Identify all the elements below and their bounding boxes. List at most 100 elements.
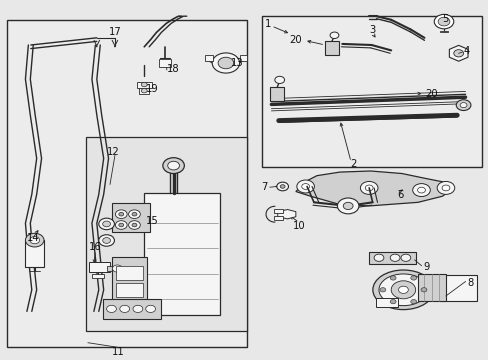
Bar — [273, 216, 282, 220]
Circle shape — [112, 265, 122, 272]
Circle shape — [119, 212, 123, 216]
Circle shape — [167, 161, 179, 170]
Circle shape — [437, 17, 449, 26]
Bar — [106, 266, 119, 271]
Circle shape — [410, 300, 416, 304]
Bar — [85, 137, 246, 331]
Text: 5: 5 — [441, 14, 447, 24]
Bar — [239, 55, 246, 61]
Bar — [25, 240, 44, 267]
Circle shape — [132, 212, 137, 216]
Circle shape — [132, 223, 137, 227]
Circle shape — [389, 300, 395, 304]
Bar — [439, 31, 447, 32]
Circle shape — [453, 50, 463, 57]
Polygon shape — [295, 171, 453, 206]
Circle shape — [274, 76, 284, 84]
Text: 12: 12 — [107, 147, 120, 157]
Bar — [139, 88, 149, 94]
Text: 18: 18 — [167, 64, 180, 74]
Bar — [273, 209, 282, 213]
Polygon shape — [277, 210, 295, 219]
Circle shape — [120, 305, 129, 312]
Bar — [89, 262, 109, 272]
Circle shape — [433, 14, 453, 29]
Circle shape — [441, 185, 449, 191]
Bar — [102, 299, 161, 319]
Bar — [368, 252, 415, 264]
Bar — [92, 274, 103, 278]
Circle shape — [276, 182, 288, 191]
Circle shape — [400, 254, 410, 261]
Text: 1: 1 — [264, 19, 271, 30]
Circle shape — [99, 235, 114, 246]
Bar — [159, 59, 171, 67]
Bar — [417, 274, 446, 301]
Circle shape — [141, 82, 147, 87]
Text: 3: 3 — [369, 24, 375, 35]
Ellipse shape — [378, 274, 427, 306]
Circle shape — [115, 221, 127, 229]
Circle shape — [280, 185, 285, 188]
Circle shape — [360, 181, 377, 194]
Text: 19: 19 — [145, 84, 158, 94]
Text: 15: 15 — [145, 216, 158, 226]
Circle shape — [218, 57, 233, 69]
Circle shape — [119, 223, 123, 227]
Text: 7: 7 — [261, 182, 267, 192]
Bar — [112, 203, 149, 232]
Circle shape — [301, 184, 309, 189]
Bar — [205, 55, 212, 61]
Circle shape — [163, 158, 184, 174]
Circle shape — [212, 53, 239, 73]
Text: 14: 14 — [27, 233, 40, 243]
Circle shape — [337, 198, 358, 214]
Circle shape — [106, 305, 116, 312]
Circle shape — [365, 185, 372, 191]
Text: 11: 11 — [112, 347, 124, 357]
Circle shape — [420, 288, 426, 292]
Text: 16: 16 — [89, 242, 102, 252]
Bar — [439, 275, 476, 301]
Text: 13: 13 — [230, 58, 243, 68]
Circle shape — [141, 89, 147, 93]
Text: 2: 2 — [349, 159, 356, 169]
Circle shape — [128, 221, 140, 229]
Circle shape — [410, 276, 416, 280]
Circle shape — [99, 218, 114, 230]
Circle shape — [133, 305, 142, 312]
Circle shape — [102, 238, 110, 243]
Circle shape — [128, 210, 140, 219]
Bar — [375, 298, 397, 307]
Circle shape — [329, 32, 338, 39]
Circle shape — [417, 187, 425, 193]
Text: 17: 17 — [108, 27, 121, 37]
Text: 10: 10 — [292, 221, 305, 231]
Circle shape — [25, 233, 44, 247]
Circle shape — [145, 305, 155, 312]
Text: 20: 20 — [425, 89, 437, 99]
Circle shape — [398, 286, 407, 293]
Circle shape — [102, 221, 110, 227]
Circle shape — [389, 276, 395, 280]
Circle shape — [459, 103, 466, 108]
Circle shape — [390, 281, 415, 299]
Text: 8: 8 — [466, 278, 472, 288]
Circle shape — [455, 100, 470, 111]
Bar — [270, 87, 284, 101]
Circle shape — [436, 181, 454, 194]
Bar — [116, 283, 142, 297]
Bar — [112, 257, 146, 301]
Bar — [144, 193, 220, 315]
Text: 4: 4 — [463, 46, 469, 56]
Circle shape — [115, 210, 127, 219]
Bar — [325, 41, 338, 55]
Circle shape — [412, 184, 429, 197]
Circle shape — [389, 254, 399, 261]
Circle shape — [343, 202, 352, 210]
Bar — [137, 82, 151, 88]
Bar — [116, 266, 142, 280]
Text: 6: 6 — [396, 190, 403, 200]
Circle shape — [30, 237, 40, 244]
Ellipse shape — [372, 270, 433, 310]
